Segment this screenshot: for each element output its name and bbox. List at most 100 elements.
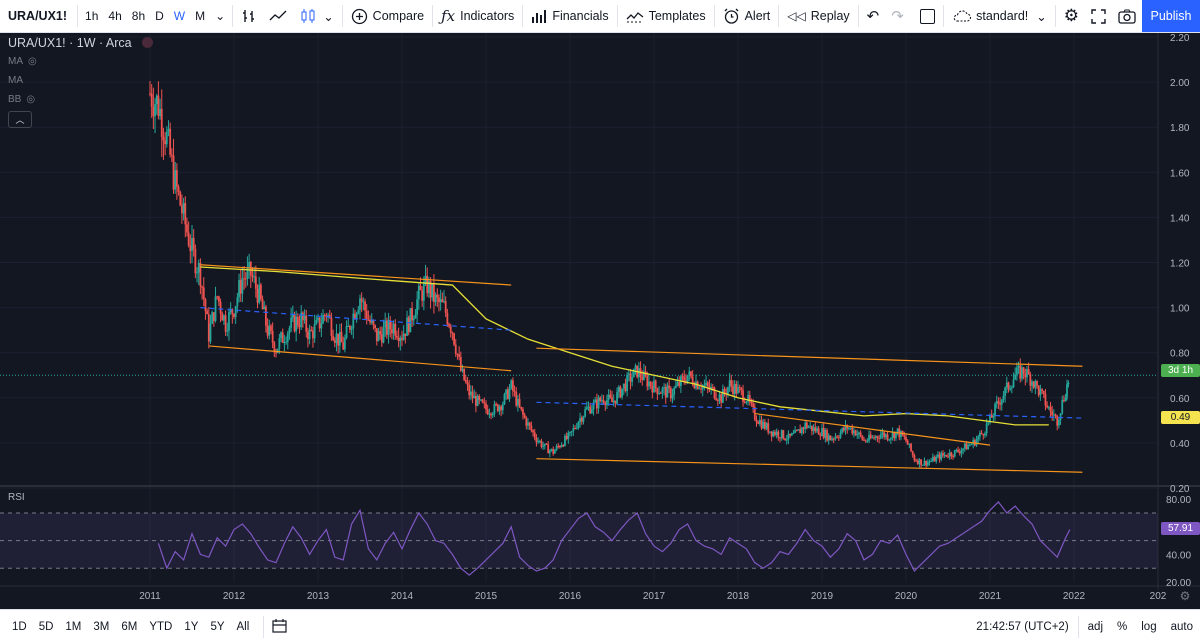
publish-button[interactable]: Publish (1142, 0, 1200, 32)
timeframe-8h[interactable]: 8h (131, 9, 146, 23)
replay-button[interactable]: ◁◁ Replay (787, 9, 850, 23)
templates-button[interactable]: Templates (620, 0, 712, 32)
candle-body (607, 394, 610, 400)
candle-body (567, 432, 570, 440)
layout-select[interactable]: standard! ⌄ (946, 0, 1053, 32)
bars-icon (243, 10, 255, 22)
candle-body (792, 433, 795, 435)
timeframe-1h[interactable]: 1h (85, 9, 99, 23)
range-1d[interactable]: 1D (12, 621, 27, 633)
range-5y[interactable]: 5Y (210, 621, 225, 633)
plus-circle-icon (351, 8, 367, 24)
candle-body (1061, 400, 1064, 414)
layout-toggle[interactable] (914, 0, 941, 32)
candle-body (473, 395, 476, 399)
candle-body (758, 420, 761, 424)
candle-body (478, 395, 481, 400)
bars-style-button[interactable] (235, 0, 263, 32)
candle-body (471, 391, 474, 399)
symbol-search[interactable]: URA/UX1! (8, 9, 68, 23)
chart-legend: URA/UX1! · 1W · Arca (8, 36, 154, 50)
candle-body (913, 455, 916, 461)
candle-body (772, 431, 775, 437)
candle-body (355, 313, 358, 320)
candle-body (716, 399, 719, 401)
undo-button[interactable]: ↶ (861, 0, 886, 32)
log-toggle[interactable]: log (1141, 621, 1157, 633)
range-5d[interactable]: 5D (38, 621, 54, 633)
candle-body (616, 391, 618, 404)
candle-body (333, 340, 336, 343)
candle-body (651, 385, 654, 393)
candle-body (288, 328, 291, 334)
timeframe-w[interactable]: W (173, 9, 186, 23)
candle-body (310, 329, 313, 331)
eye-hidden-icon[interactable]: ◎ (26, 94, 36, 105)
fullscreen-button[interactable] (1085, 0, 1112, 32)
settings-button[interactable]: ⚙ (1058, 0, 1085, 32)
candle-body (293, 314, 296, 332)
snapshot-button[interactable] (1112, 0, 1142, 32)
candle-body (1010, 387, 1013, 389)
eye-hidden-icon[interactable]: ◎ (28, 56, 37, 67)
candle-body (337, 333, 340, 346)
candle-body (888, 439, 891, 441)
goto-date-button[interactable] (266, 618, 293, 636)
indicator-bb[interactable]: BB ◎ (8, 94, 36, 105)
candle-body (582, 416, 585, 422)
timeframe-m[interactable]: M (195, 9, 206, 23)
alert-button[interactable]: Alert (717, 0, 777, 32)
line-style-button[interactable] (263, 0, 293, 32)
candle-body (179, 191, 182, 206)
redo-icon: ↷ (891, 8, 904, 25)
time-axis-label: 2017 (643, 591, 666, 602)
chevron-down-icon[interactable]: ⌄ (215, 9, 226, 23)
candle-body (438, 297, 440, 303)
candle-body (960, 450, 963, 454)
candle-body (881, 432, 884, 435)
candle-body (207, 314, 210, 342)
candle-body (1059, 413, 1062, 420)
time-axis-label: 2012 (223, 591, 246, 602)
indicators-button[interactable]: ƒx Indicators (441, 6, 515, 25)
candle-body (513, 390, 516, 392)
range-1m[interactable]: 1M (65, 621, 82, 633)
compare-button[interactable]: Compare (345, 0, 430, 32)
candle-body (580, 417, 583, 422)
range-3m[interactable]: 3M (93, 621, 110, 633)
collapse-legend-button[interactable]: ︿ (8, 111, 32, 128)
candle-body (312, 330, 314, 339)
price-chart[interactable]: 2.20 2.00 1.80 1.60 1.40 1.20 1.00 0.80 0.60 0.40… (0, 33, 1200, 609)
candle-body (671, 394, 674, 399)
line-chart-icon (269, 10, 287, 21)
range-all[interactable]: All (236, 621, 250, 633)
candle-body (728, 380, 731, 388)
auto-toggle[interactable]: auto (1170, 621, 1193, 633)
timeframe-4h[interactable]: 4h (108, 9, 122, 23)
clock[interactable]: 21:42:57 (UTC+2) (976, 621, 1069, 633)
candle-body (950, 452, 953, 457)
redo-button[interactable]: ↷ (885, 0, 910, 32)
percent-toggle[interactable]: % (1117, 621, 1128, 633)
timeframe-d[interactable]: D (155, 9, 164, 23)
candle-body (802, 427, 805, 430)
range-ytd[interactable]: YTD (149, 621, 173, 633)
candle-body (538, 440, 541, 442)
adj-toggle[interactable]: adj (1087, 621, 1104, 633)
candles-style-button[interactable]: ⌄ (293, 0, 339, 32)
candle-body (350, 328, 353, 330)
range-1y[interactable]: 1Y (184, 621, 199, 633)
candle-body (248, 262, 251, 269)
indicator-ma-2[interactable]: MA (8, 75, 23, 86)
candle-body (762, 421, 765, 429)
chevron-down-icon: ⌄ (323, 9, 334, 24)
candle-body (821, 427, 823, 436)
range-6m[interactable]: 6M (121, 621, 138, 633)
candle-body (612, 400, 615, 403)
candle-body (705, 382, 707, 386)
indicator-ma-1[interactable]: MA ◎ (8, 56, 37, 67)
financials-button[interactable]: Financials (525, 0, 614, 32)
candle-body (419, 285, 422, 291)
candle-body (165, 131, 168, 145)
candle-body (389, 320, 392, 330)
